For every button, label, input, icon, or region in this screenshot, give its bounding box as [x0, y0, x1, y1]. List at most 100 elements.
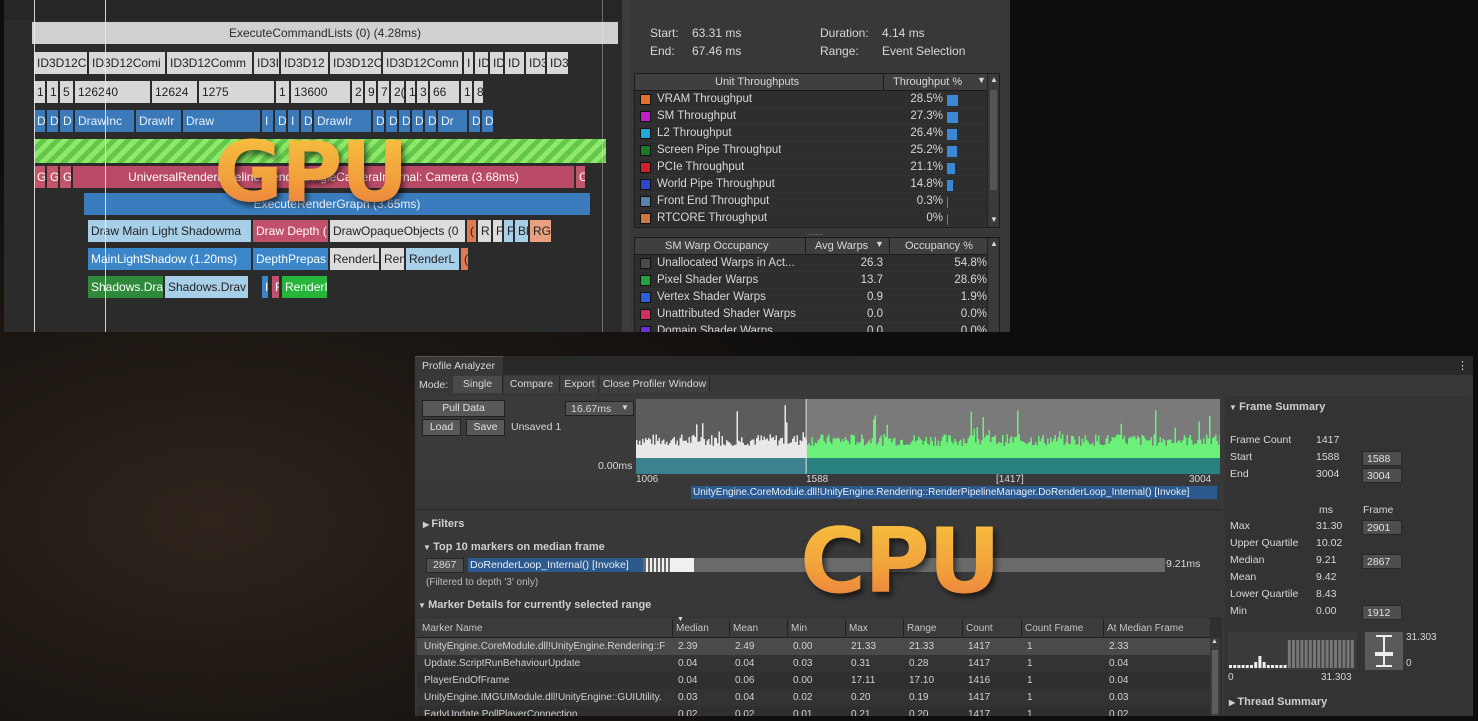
timeline-block[interactable]: ID3D12Comn — [383, 52, 463, 74]
timeline-block[interactable]: I — [262, 110, 274, 132]
timeline-block[interactable]: ( — [467, 220, 477, 242]
top-marker-bar[interactable]: DoRenderLoop_Internal() [Invoke] — [468, 558, 1165, 572]
warp-scrollbar[interactable]: ▲ — [987, 238, 999, 332]
marker-row[interactable]: PlayerEndOfFrame 0.04 0.06 0.00 17.11 17.10 14… — [417, 672, 1210, 689]
warp-row[interactable]: Vertex Shader Warps 0.9 1.9% — [635, 289, 999, 306]
marker-column-header[interactable]: Range — [907, 623, 937, 634]
gpu-timeline[interactable]: ExecuteCommandLists (0) (4.28ms) ID3D12C… — [4, 0, 622, 332]
timeline-block[interactable]: 1 — [406, 81, 416, 103]
timeline-block[interactable]: D — [60, 110, 74, 132]
timeline-block[interactable]: Shadows.Drav — [165, 276, 249, 298]
timeline-block[interactable]: RenderL — [406, 248, 460, 270]
summary-boxplot[interactable] — [1365, 632, 1403, 670]
timeline-block[interactable]: D — [47, 110, 59, 132]
window-title[interactable]: Profile Analyzer — [422, 360, 495, 372]
timeline-block[interactable]: D — [412, 110, 424, 132]
timeline-block[interactable]: Shadows.Dra — [88, 276, 164, 298]
timeline-block[interactable]: 3 — [417, 81, 429, 103]
marker-details-section[interactable]: ▼ Marker Details for currently selected … — [418, 595, 651, 615]
timeline-block[interactable]: 66 — [430, 81, 460, 103]
timeline-block[interactable]: I — [464, 52, 474, 74]
thread-summary-header[interactable]: ▶ Thread Summary — [1229, 692, 1327, 712]
window-menu-icon[interactable]: ⋮ — [1457, 360, 1468, 372]
timeline-block[interactable]: ID3D12C — [34, 52, 88, 74]
timeline-block[interactable]: D — [386, 110, 398, 132]
timeline-block[interactable]: Draw Depth ( — [253, 220, 329, 242]
timeline-block[interactable]: G — [34, 166, 46, 188]
timeline-block[interactable]: ID — [490, 52, 504, 74]
timeline-block[interactable]: 1 — [461, 81, 473, 103]
timeline-block[interactable]: D — [482, 110, 494, 132]
summary-histogram[interactable] — [1227, 632, 1357, 670]
timeline-block[interactable]: 2 — [352, 81, 364, 103]
marker-column-header[interactable]: At Median Frame — [1107, 623, 1184, 634]
throughput-row[interactable]: Screen Pipe Throughput 25.2% — [635, 142, 999, 159]
mode-tab[interactable]: Export — [561, 376, 599, 393]
summary-start-box[interactable]: 1588 — [1362, 451, 1402, 466]
top-marker-frame[interactable]: 2867 — [426, 558, 464, 573]
scroll-thumb[interactable] — [1212, 650, 1218, 714]
timeline-block[interactable]: 9 — [365, 81, 377, 103]
frame-time-dropdown[interactable]: 16.67ms ▼ — [565, 401, 634, 416]
top10-section[interactable]: ▼ Top 10 markers on median frame — [423, 537, 605, 557]
col-unit-throughputs[interactable]: Unit Throughputs — [715, 76, 800, 88]
throughput-scrollbar[interactable]: ▲ ▼ — [987, 74, 999, 227]
summary-end-box[interactable]: 3004 — [1362, 468, 1402, 483]
timeline-block[interactable]: RG — [530, 220, 552, 242]
timeline-block[interactable]: RenderL — [330, 248, 380, 270]
warp-row[interactable]: Pixel Shader Warps 13.7 28.6% — [635, 272, 999, 289]
warp-row[interactable]: Domain Shader Warps 0.0 0.0% — [635, 323, 999, 332]
throughput-row[interactable]: VRAM Throughput 28.5% — [635, 91, 999, 108]
save-button[interactable]: Save — [466, 419, 505, 436]
scroll-up-icon[interactable]: ▲ — [990, 239, 998, 248]
col-avg-warps[interactable]: Avg Warps — [815, 240, 869, 252]
mode-tab[interactable]: Single — [453, 376, 503, 393]
timeline-block[interactable]: Bl — [515, 220, 529, 242]
timeline-block[interactable]: 1 — [276, 81, 290, 103]
col-throughput-pct[interactable]: Throughput % — [893, 76, 963, 88]
timeline-block[interactable]: 1275 — [199, 81, 275, 103]
timeline-block[interactable]: 1 — [47, 81, 59, 103]
timeline-block[interactable]: F — [504, 220, 514, 242]
marker-column-header[interactable]: Count Frame — [1025, 623, 1084, 634]
marker-row[interactable]: UnityEngine.CoreModule.dll!UnityEngine.R… — [417, 638, 1210, 655]
timeline-block[interactable]: I — [262, 276, 269, 298]
marker-column-header[interactable]: Count — [966, 623, 993, 634]
selection-marker-end[interactable] — [602, 0, 603, 332]
timeline-block[interactable]: R — [478, 220, 492, 242]
timeline-block[interactable]: F — [493, 220, 503, 242]
marker-row[interactable]: UnityEngine.IMGUIModule.dll!UnityEngine:… — [417, 689, 1210, 706]
timeline-block[interactable]: C — [576, 166, 586, 188]
timeline-block[interactable]: 5 — [60, 81, 74, 103]
mode-tab[interactable]: Compare — [504, 376, 560, 393]
timeline-block[interactable]: Dr — [438, 110, 468, 132]
sort-desc-icon[interactable]: ▼ — [875, 239, 884, 249]
throughput-row[interactable]: L2 Throughput 26.4% — [635, 125, 999, 142]
timeline-block[interactable]: 7 — [378, 81, 390, 103]
scroll-up-icon[interactable]: ▲ — [1211, 638, 1218, 645]
pull-data-button[interactable]: Pull Data — [422, 400, 505, 417]
selection-marker-left[interactable] — [34, 0, 35, 332]
throughput-row[interactable]: Front End Throughput 0.3% — [635, 193, 999, 210]
timeline-block[interactable]: Ren — [381, 248, 405, 270]
frame-summary-header[interactable]: ▼ Frame Summary — [1229, 397, 1325, 417]
timeline-block[interactable]: ID3D12Comi — [89, 52, 166, 74]
timeline-block[interactable]: 2( — [391, 81, 405, 103]
marker-row[interactable]: Update.ScriptRunBehaviourUpdate 0.04 0.04 0… — [417, 655, 1210, 672]
sort-desc-icon[interactable]: ▼ — [977, 75, 986, 85]
timeline-block[interactable]: Draw Main Light Shadowma — [88, 220, 252, 242]
load-button[interactable]: Load — [422, 419, 461, 436]
throughput-row[interactable]: RTCORE Throughput 0% — [635, 210, 999, 227]
timeline-block[interactable]: D — [275, 110, 287, 132]
scroll-up-icon[interactable]: ▲ — [990, 75, 998, 84]
marker-column-header[interactable]: Max — [849, 623, 868, 634]
throughput-row[interactable]: PCIe Throughput 21.1% — [635, 159, 999, 176]
timeline-block[interactable]: I — [288, 110, 300, 132]
stat-frame-box[interactable]: 2901 — [1362, 520, 1402, 535]
timeline-block[interactable]: 126240 — [75, 81, 151, 103]
col-sm-warp-occupancy[interactable]: SM Warp Occupancy — [665, 240, 769, 252]
sort-desc-icon[interactable]: ▼ — [677, 616, 684, 623]
warp-row[interactable]: Unallocated Warps in Act... 26.3 54.8% — [635, 255, 999, 272]
marker-column-header[interactable]: Mean — [733, 623, 759, 634]
timeline-block[interactable]: ID3I — [254, 52, 280, 74]
